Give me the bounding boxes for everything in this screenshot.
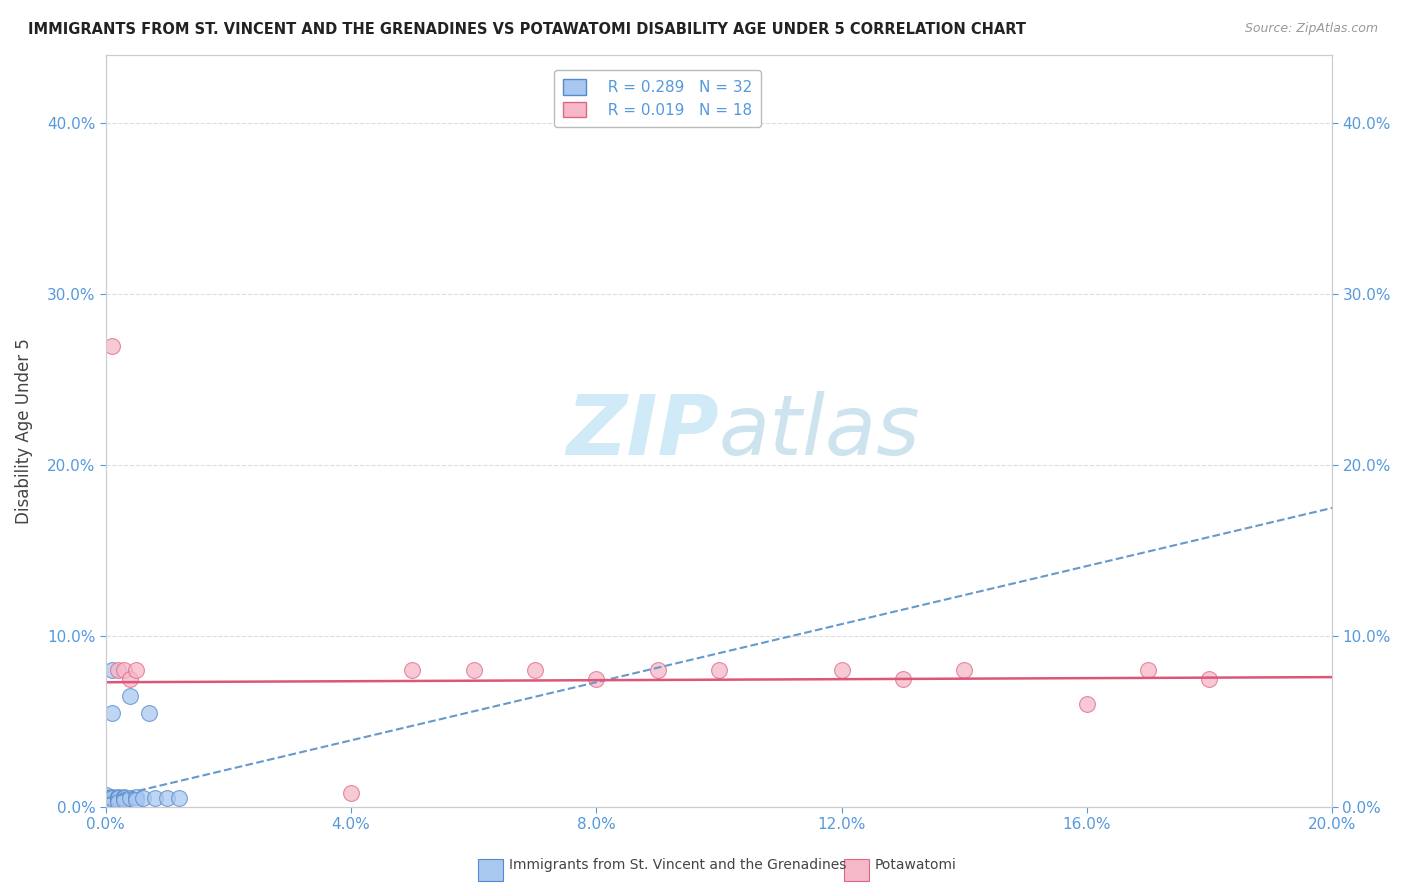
Text: Immigrants from St. Vincent and the Grenadines: Immigrants from St. Vincent and the Gren… (509, 858, 846, 872)
Point (647, 663, 669, 677)
Point (101, 795, 124, 809)
Text: atlas: atlas (718, 391, 921, 472)
Point (101, 663, 124, 677)
Point (120, 791, 142, 805)
Point (156, 791, 179, 805)
Point (101, 706, 124, 720)
Point (112, 793, 135, 807)
Point (94, 789, 117, 804)
Point (94, 791, 117, 805)
Text: Potawatomi: Potawatomi (875, 858, 956, 872)
Point (585, 672, 607, 686)
Point (107, 791, 129, 805)
Legend:   R = 0.289   N = 32,   R = 0.019   N = 18: R = 0.289 N = 32, R = 0.019 N = 18 (554, 70, 762, 127)
Point (1137, 663, 1160, 677)
Point (1076, 698, 1098, 712)
Point (94, 788, 117, 802)
Point (101, 789, 124, 804)
Point (101, 791, 124, 805)
Point (94, 793, 117, 807)
Point (524, 663, 547, 677)
Point (101, 791, 124, 805)
Point (107, 793, 129, 807)
Point (707, 663, 730, 677)
Point (953, 663, 976, 677)
Point (120, 672, 142, 686)
Point (891, 672, 914, 686)
Point (112, 789, 135, 804)
Point (1198, 672, 1220, 686)
Point (463, 663, 485, 677)
Point (112, 663, 135, 677)
Point (107, 663, 129, 677)
Point (138, 706, 160, 720)
Point (340, 786, 363, 800)
Point (125, 793, 148, 807)
Point (112, 791, 135, 805)
Point (107, 791, 129, 805)
Point (831, 663, 853, 677)
Point (143, 791, 166, 805)
Y-axis label: Disability Age Under 5: Disability Age Under 5 (15, 338, 32, 524)
Point (107, 795, 129, 809)
Point (94, 791, 117, 805)
Text: ZIP: ZIP (567, 391, 718, 472)
Point (125, 663, 148, 677)
Point (94, 793, 117, 807)
Point (120, 689, 142, 703)
Point (94, 795, 117, 809)
Point (131, 791, 153, 805)
Point (94, 795, 117, 809)
Point (101, 793, 124, 807)
Point (107, 789, 129, 804)
Text: Source: ZipAtlas.com: Source: ZipAtlas.com (1244, 22, 1378, 36)
Point (101, 338, 124, 352)
Point (169, 791, 191, 805)
Point (401, 663, 423, 677)
Point (125, 789, 148, 804)
Text: IMMIGRANTS FROM ST. VINCENT AND THE GRENADINES VS POTAWATOMI DISABILITY AGE UNDE: IMMIGRANTS FROM ST. VINCENT AND THE GREN… (28, 22, 1026, 37)
